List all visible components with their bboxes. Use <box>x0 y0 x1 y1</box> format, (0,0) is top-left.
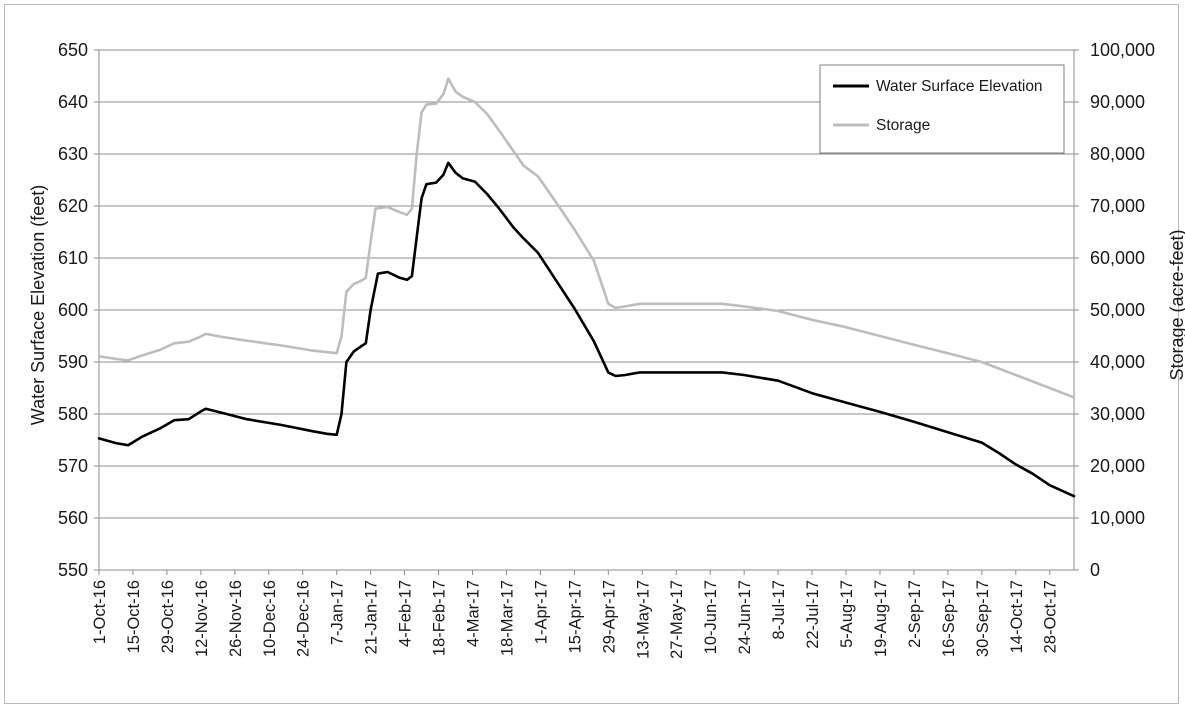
x-tick-label: 10-Jun-17 <box>702 580 720 654</box>
y2-tick-label: 0 <box>1090 560 1100 580</box>
x-tick-label: 12-Nov-16 <box>193 580 211 657</box>
y-tick-label: 590 <box>58 352 88 372</box>
y-tick-label: 600 <box>58 300 88 320</box>
x-tick-label: 18-Feb-17 <box>431 580 449 656</box>
x-tick-label: 5-Aug-17 <box>838 580 856 648</box>
x-tick-label: 21-Jan-17 <box>363 580 381 654</box>
y-tick-label: 560 <box>58 508 88 528</box>
y-tick-label: 650 <box>58 40 88 60</box>
series-line-storage <box>97 77 1076 399</box>
x-tick-label: 28-Oct-17 <box>1042 580 1060 653</box>
y-tick-label: 570 <box>58 456 88 476</box>
x-tick-label: 7-Jan-17 <box>329 580 347 645</box>
x-tick-label: 29-Apr-17 <box>600 580 618 653</box>
right-axis-ticks: 0 10,000 20,000 30,000 40,000 50,000 60,000 70,… <box>1074 40 1155 580</box>
y2-tick-label: 70,000 <box>1090 196 1145 216</box>
x-tick-label: 22-Jul-17 <box>804 580 822 649</box>
y2-tick-label: 80,000 <box>1090 144 1145 164</box>
x-tick-label: 4-Mar-17 <box>465 580 483 647</box>
series-line-elevation <box>97 161 1076 498</box>
legend-box <box>819 64 1065 154</box>
y-tick-label: 640 <box>58 92 88 112</box>
y-tick-label: 630 <box>58 144 88 164</box>
x-tick-label: 10-Dec-16 <box>261 580 279 657</box>
x-tick-label: 19-Aug-17 <box>872 580 890 657</box>
x-axis-ticks: 1-Oct-16 15-Oct-16 29-Oct-16 12-Nov-16 26-No… <box>91 570 1060 659</box>
y2-axis-title: Storage (acre-feet) <box>1167 229 1185 380</box>
x-tick-label: 24-Jun-17 <box>736 580 754 654</box>
x-tick-label: 8-Jul-17 <box>770 580 788 640</box>
x-tick-label: 16-Sep-17 <box>940 580 958 657</box>
x-tick-label: 24-Dec-16 <box>295 580 313 657</box>
y2-tick-label: 20,000 <box>1090 456 1145 476</box>
y2-tick-label: 60,000 <box>1090 248 1145 268</box>
y-tick-label: 620 <box>58 196 88 216</box>
chart-frame <box>4 4 1179 704</box>
y2-tick-label: 10,000 <box>1090 508 1145 528</box>
x-tick-label: 30-Sep-17 <box>974 580 992 657</box>
y2-tick-label: 50,000 <box>1090 300 1145 320</box>
legend: Water Surface Elevation Storage <box>819 64 1065 154</box>
y2-tick-label: 30,000 <box>1090 404 1145 424</box>
y-tick-label: 550 <box>58 560 88 580</box>
x-tick-label: 1-Apr-17 <box>532 580 550 644</box>
x-tick-label: 4-Feb-17 <box>397 580 415 647</box>
x-tick-label: 2-Sep-17 <box>906 580 924 648</box>
y-tick-label: 580 <box>58 404 88 424</box>
x-tick-label: 26-Nov-16 <box>227 580 245 657</box>
left-axis-ticks: 550 560 570 580 590 600 610 620 630 640 650 <box>58 40 99 580</box>
y-axis-title: Water Surface Elevation (feet) <box>28 185 48 425</box>
legend-label-storage: Storage <box>876 117 930 134</box>
y2-tick-label: 90,000 <box>1090 92 1145 112</box>
x-tick-label: 14-Oct-17 <box>1008 580 1026 653</box>
x-tick-label: 1-Oct-16 <box>91 580 109 644</box>
y2-tick-label: 100,000 <box>1090 40 1155 60</box>
x-tick-label: 15-Apr-17 <box>566 580 584 653</box>
y2-tick-label: 40,000 <box>1090 352 1145 372</box>
legend-label-elevation: Water Surface Elevation <box>876 78 1043 95</box>
x-tick-label: 29-Oct-16 <box>159 580 177 653</box>
x-tick-label: 27-May-17 <box>668 580 686 659</box>
series-lines <box>97 77 1076 498</box>
y-tick-label: 610 <box>58 248 88 268</box>
x-tick-label: 15-Oct-16 <box>125 580 143 653</box>
x-tick-label: 18-Mar-17 <box>498 580 516 656</box>
x-tick-label: 13-May-17 <box>634 580 652 659</box>
